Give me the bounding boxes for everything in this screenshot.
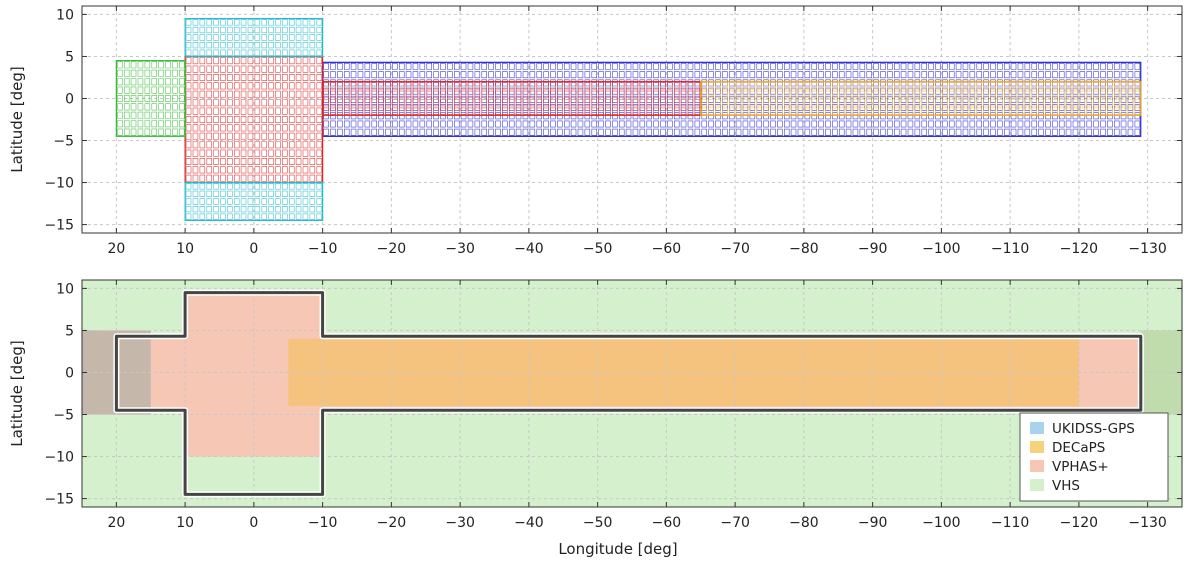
x-tick-label: 0 [249,241,258,257]
x-tick-label: −40 [514,515,544,531]
x-tick-label: −80 [789,241,819,257]
x-tick-label: −50 [583,515,613,531]
y-tick-label: 5 [65,323,74,339]
y-tick-label: −15 [44,218,74,234]
y-tick-label: −5 [53,408,74,424]
plot-background [82,6,1182,233]
x-tick-label: −100 [922,241,960,257]
x-tick-label: −90 [858,241,888,257]
tile-grid [185,183,322,220]
x-tick-label: −10 [308,241,338,257]
legend-box [1019,412,1169,502]
plot-frame [81,279,1183,508]
x-tick-label: −30 [445,515,475,531]
x-tick-label: −120 [1060,515,1098,531]
legend-label: UKIDSS-GPS [1052,421,1135,437]
y-axis-label: Latitude [deg] [8,340,26,446]
y-tick-label: 0 [65,91,74,107]
legend-label: VPHAS+ [1052,459,1109,475]
legend: UKIDSS-GPS DECaPS VPHAS+ VHS [1019,412,1169,502]
plot-area [82,6,1182,233]
tile-grid [701,82,1141,115]
x-tick-label: −20 [377,241,407,257]
x-tick-label: −10 [308,515,338,531]
plot-frame [81,5,1183,234]
x-tick-label: 20 [107,241,125,257]
legend-swatch [1030,460,1044,472]
tile-grid [117,61,185,136]
legend-label: DECaPS [1052,440,1105,456]
legend-swatch [1030,422,1044,434]
x-tick-label: −60 [652,241,682,257]
x-tick-label: −90 [858,515,888,531]
x-tick-label: −120 [1060,241,1098,257]
x-tick-label: −50 [583,241,613,257]
tile-region [115,60,186,137]
x-tick-label: −100 [922,515,960,531]
tile-region [184,181,324,221]
footprint-outline [114,291,1143,496]
x-tick-label: −30 [445,241,475,257]
x-tick-label: 0 [249,515,258,531]
tile-region [700,81,1142,116]
tile-grid [185,57,322,182]
y-tick-label: −10 [44,450,74,466]
x-tick-label: −60 [652,515,682,531]
x-tick-label: −130 [1128,515,1166,531]
x-tick-label: 20 [107,515,125,531]
x-tick-label: 10 [176,241,194,257]
tile-grid [185,19,322,56]
x-axis-label: Longitude [deg] [558,540,677,558]
y-tick-label: −15 [44,492,74,508]
tile-grid [323,82,701,115]
y-tick-label: −10 [44,176,74,192]
y-axis-label: Latitude [deg] [8,66,26,172]
tile-region [184,18,324,58]
legend-label: VHS [1052,478,1080,494]
y-tick-label: −5 [53,134,74,150]
plot-area [82,280,1182,507]
y-tick-label: 10 [56,7,74,23]
y-tick-label: 0 [65,365,74,381]
x-tick-label: −110 [991,515,1029,531]
x-tick-label: 10 [176,515,194,531]
panel-top: 20 10 0 −10 −20 −30 −40 −50 −60 −70 −80 −90 −100 −110… [8,5,1183,257]
x-tick-label: −130 [1128,241,1166,257]
y-tick-label: 5 [65,49,74,65]
legend-swatch [1030,479,1044,491]
x-tick-label: −40 [514,241,544,257]
y-tick-label: 10 [56,281,74,297]
panel-bottom: 20 10 0 −10 −20 −30 −40 −50 −60 −70 −80 −90 −100 −110… [8,279,1183,558]
x-tick-label: −70 [720,515,750,531]
legend-swatch [1030,441,1044,453]
x-tick-label: −110 [991,241,1029,257]
x-tick-label: −80 [789,515,819,531]
x-tick-label: −20 [377,515,407,531]
x-tick-label: −70 [720,241,750,257]
